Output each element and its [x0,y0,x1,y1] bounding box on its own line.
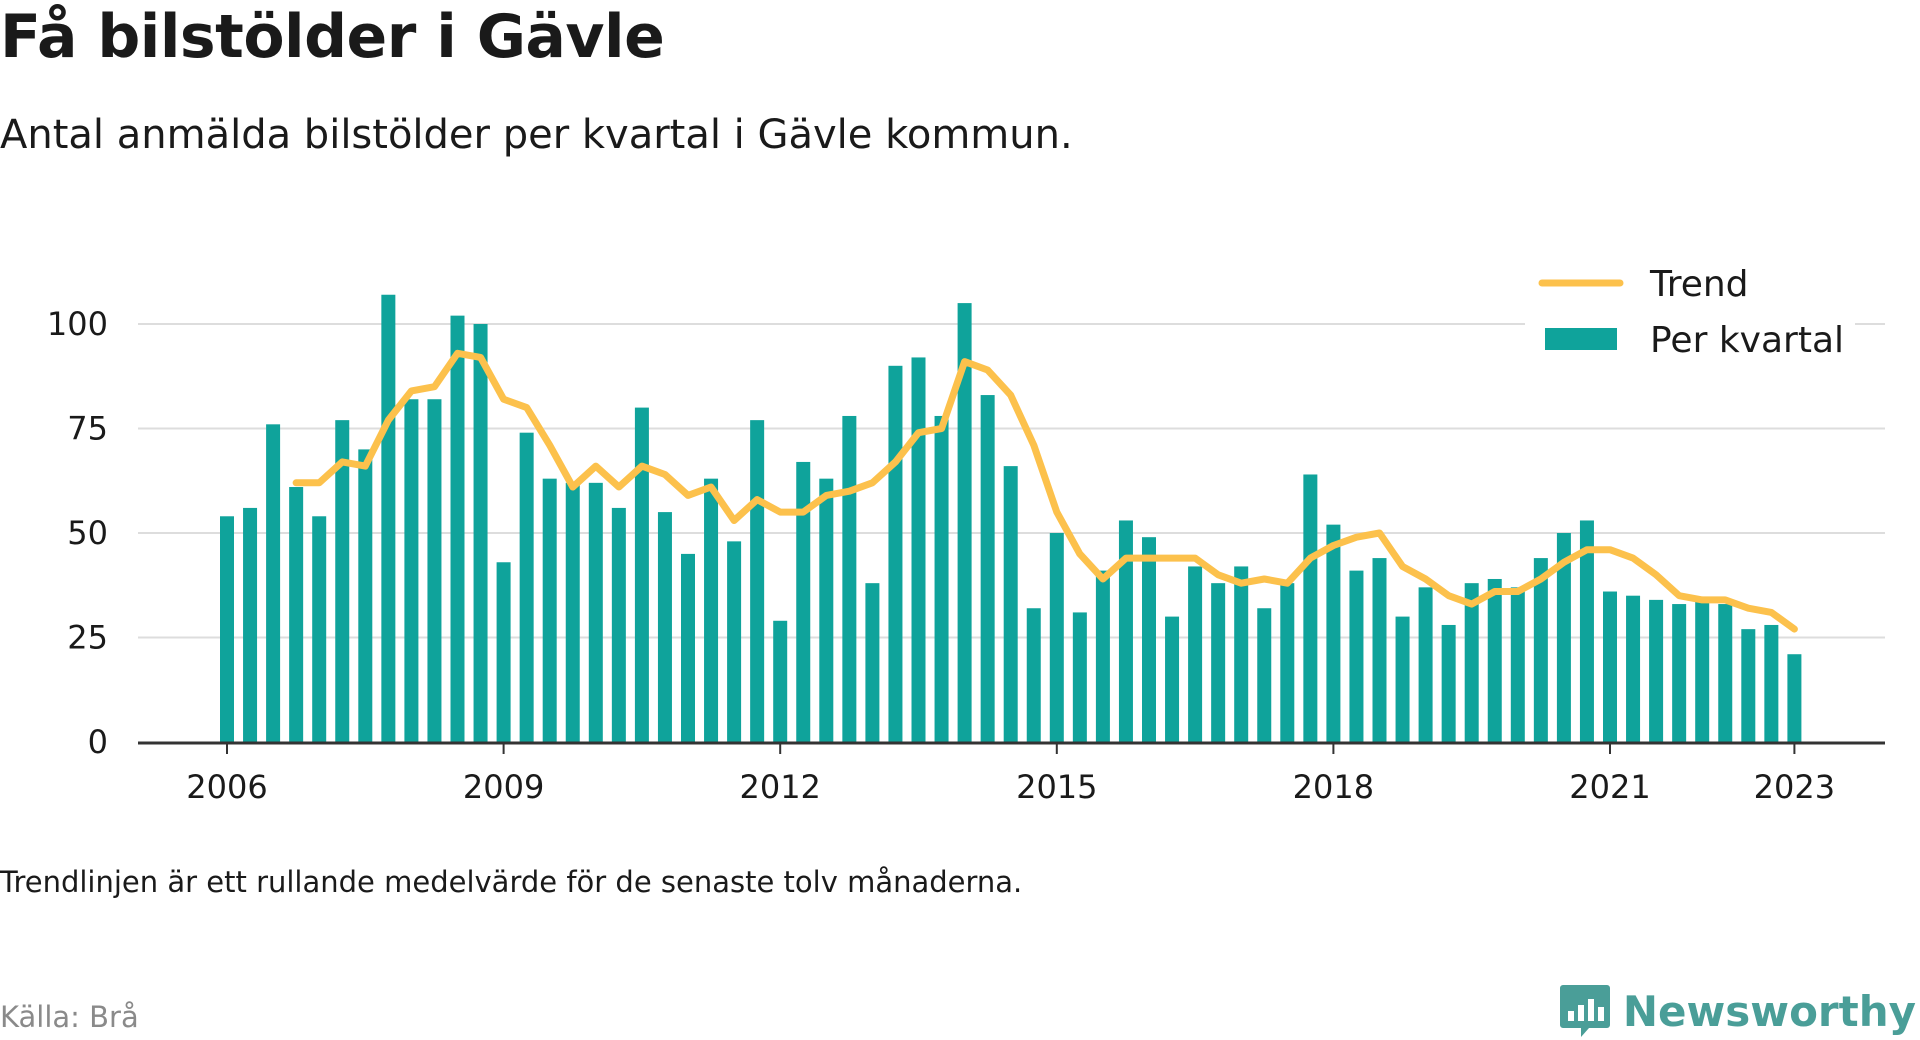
bar[interactable] [1026,608,1041,742]
x-tick-label: 2021 [1569,768,1650,806]
y-axis-labels: 0 25 50 75 100 [47,305,108,761]
bar[interactable] [1533,558,1548,742]
bar[interactable] [1234,566,1249,742]
bar[interactable] [842,415,857,742]
bar[interactable] [1072,612,1087,742]
bar[interactable] [289,487,304,742]
bar[interactable] [1003,466,1018,742]
bar[interactable] [1188,566,1203,742]
x-axis-labels: 2006 2009 2012 2015 2018 2021 2023 [186,768,1835,806]
footnote: Trendlinjen är ett rullande medelvärde f… [0,865,1023,899]
bar[interactable] [496,562,511,742]
bar[interactable] [911,357,926,742]
bar[interactable] [312,516,327,742]
bar[interactable] [750,420,765,742]
bar[interactable] [773,620,788,742]
bar[interactable] [796,461,811,742]
legend-bar-swatch [1545,328,1617,350]
bar[interactable] [1142,537,1156,742]
bar[interactable] [1326,524,1341,742]
bar[interactable] [588,482,603,742]
bar[interactable] [266,424,281,742]
bar[interactable] [819,478,834,742]
bar[interactable] [1556,533,1571,742]
brand-logo[interactable]: Newsworthy [1559,983,1916,1039]
legend: Trend Per kvartal [1525,256,1855,366]
bar[interactable] [1257,608,1272,742]
bar[interactable] [1372,558,1387,742]
bar[interactable] [957,303,972,742]
bar[interactable] [1095,570,1110,742]
x-tick-label: 2023 [1754,768,1835,806]
x-axis [138,741,1885,754]
bar[interactable] [542,478,557,742]
bar[interactable] [1280,583,1295,742]
bar[interactable] [358,449,373,742]
chart-subtitle: Antal anmälda bilstölder per kvartal i G… [0,112,1073,158]
bar[interactable] [1718,604,1733,742]
bar[interactable] [381,294,396,742]
newsworthy-chart-icon [1559,985,1610,1037]
bar[interactable] [473,324,488,742]
bar[interactable] [427,399,442,742]
brand-name: Newsworthy [1622,986,1916,1036]
bar[interactable] [1395,616,1410,742]
bar[interactable] [1303,474,1318,742]
bar[interactable] [1487,578,1502,742]
bar[interactable] [1603,591,1617,742]
bar[interactable] [657,512,672,742]
x-tick-label: 2018 [1293,768,1374,806]
bar[interactable] [1695,599,1710,742]
bar[interactable] [220,516,234,742]
bar[interactable] [335,420,350,742]
y-tick-label: 50 [67,514,108,552]
bar[interactable] [704,478,719,742]
bar[interactable] [519,432,534,742]
bar[interactable] [611,507,626,742]
y-tick-label: 0 [88,723,108,761]
bar[interactable] [865,583,880,742]
bar[interactable] [1165,616,1180,742]
bar[interactable] [1118,520,1133,742]
bar[interactable] [1510,587,1525,742]
bar[interactable] [681,553,695,742]
bar[interactable] [1672,604,1687,742]
bar[interactable] [1741,629,1756,742]
source-text: Källa: Brå [0,1000,139,1034]
bar[interactable] [243,507,258,742]
legend-trend-label: Trend [1649,264,1749,305]
trend-line [292,349,1798,633]
bar[interactable] [934,415,949,742]
x-tick-label: 2006 [186,768,267,806]
bar[interactable] [1349,570,1364,742]
x-tick-label: 2015 [1016,768,1097,806]
bar[interactable] [1626,595,1641,742]
bar[interactable] [1441,624,1456,742]
bar[interactable] [980,395,995,742]
x-tick-label: 2012 [739,768,820,806]
bar[interactable] [1464,583,1479,742]
bar[interactable] [1649,599,1664,742]
bar[interactable] [727,541,742,742]
bar[interactable] [1787,654,1802,742]
bar[interactable] [634,407,649,742]
y-tick-label: 25 [67,619,108,657]
bar[interactable] [1579,520,1594,742]
x-tick-label: 2009 [463,768,544,806]
y-tick-label: 100 [47,305,108,343]
legend-bar-label: Per kvartal [1650,320,1844,361]
bar[interactable] [1418,587,1433,742]
y-tick-label: 75 [67,410,108,448]
bar[interactable] [888,365,903,742]
bars-series [220,294,1802,742]
bar[interactable] [1049,533,1064,742]
chart-title: Få bilstölder i Gävle [0,2,665,72]
bar[interactable] [404,399,419,742]
bar[interactable] [565,482,580,742]
bar[interactable] [1211,583,1226,742]
bar[interactable] [450,315,465,742]
bar[interactable] [1764,624,1779,742]
